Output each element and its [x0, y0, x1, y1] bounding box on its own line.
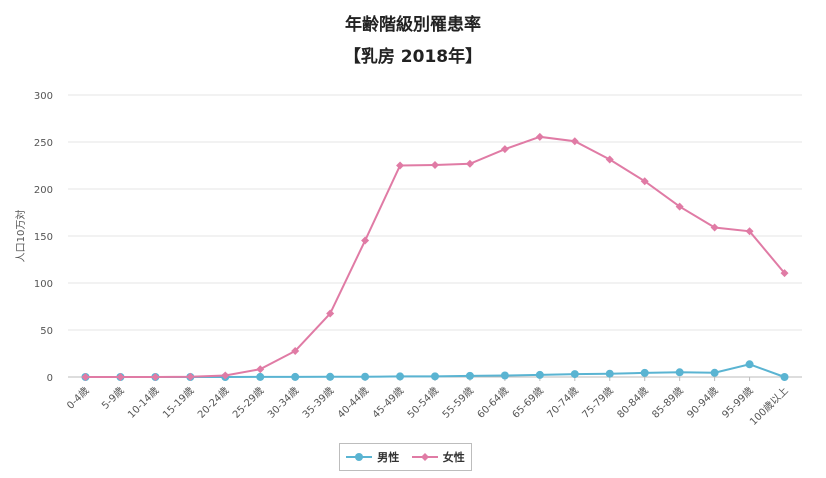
data-point-male[interactable]	[326, 372, 335, 381]
y-axis-label: 人口10万対	[14, 210, 27, 263]
data-point-male[interactable]	[675, 368, 684, 377]
chart-subtitle: 【乳房 2018年】	[343, 47, 483, 67]
y-tick-label: 0	[47, 373, 53, 384]
data-point-female[interactable]	[81, 373, 90, 381]
y-tick-label: 100	[34, 279, 53, 290]
y-tick-label: 300	[34, 91, 53, 102]
data-point-male[interactable]	[745, 360, 754, 369]
series-layer	[81, 132, 789, 381]
x-tick-labels: 0-4歳 5-9歳 10-14歳 15-19歳 20-24歳 25-29歳 30-34歳 35…	[64, 377, 791, 428]
data-point-female[interactable]	[361, 236, 370, 245]
data-point-female[interactable]	[326, 309, 335, 318]
x-tick-label: 85-89歳	[650, 385, 686, 421]
data-point-male[interactable]	[640, 368, 649, 377]
x-tick-label: 20-24歳	[195, 385, 231, 421]
data-point-female[interactable]	[291, 346, 300, 355]
data-point-male[interactable]	[535, 370, 544, 379]
y-tick-label: 50	[40, 326, 53, 337]
legend-item-male[interactable]: 男性	[346, 449, 399, 465]
gridlines	[68, 94, 802, 378]
data-point-female[interactable]	[186, 372, 195, 381]
x-tick-label: 40-44歳	[335, 385, 371, 421]
data-point-female[interactable]	[116, 373, 125, 381]
y-tick-label: 250	[34, 138, 53, 149]
x-tick-label: 45-49歳	[370, 385, 406, 421]
x-tick-label: 15-19歳	[160, 385, 196, 421]
data-point-female[interactable]	[570, 137, 579, 146]
x-tick-label: 5-9歳	[99, 385, 126, 412]
x-tick-label: 55-59歳	[440, 385, 476, 421]
data-point-female[interactable]	[396, 161, 405, 170]
data-point-female[interactable]	[745, 227, 754, 236]
chart-title: 年齢階級別罹患率	[345, 15, 481, 35]
data-point-male[interactable]	[256, 372, 265, 381]
x-tick-label: 65-69歳	[510, 385, 546, 421]
x-tick-label: 60-64歳	[475, 385, 511, 421]
y-tick-label: 200	[34, 185, 53, 196]
data-point-male[interactable]	[291, 372, 300, 381]
data-point-female[interactable]	[780, 269, 789, 278]
data-point-male[interactable]	[465, 371, 474, 380]
x-tick-label: 100歳以上	[747, 385, 790, 428]
data-point-male[interactable]	[396, 372, 405, 381]
data-point-female[interactable]	[465, 159, 474, 168]
data-point-female[interactable]	[605, 155, 614, 164]
legend-male-label: 男性	[377, 451, 400, 464]
data-point-male[interactable]	[780, 373, 789, 381]
x-tick-label: 25-29歳	[230, 385, 266, 421]
x-tick-label: 90-94歳	[685, 385, 721, 421]
x-tick-label: 50-54歳	[405, 385, 441, 421]
data-point-male[interactable]	[710, 368, 719, 377]
data-point-female[interactable]	[640, 177, 649, 186]
legend-item-female[interactable]: 女性	[411, 449, 465, 465]
data-point-male[interactable]	[361, 372, 370, 381]
x-tick-label: 75-79歳	[580, 385, 616, 421]
legend-male-marker	[346, 453, 373, 461]
x-tick-label: 30-34歳	[265, 385, 301, 421]
legend: 男性 女性	[339, 443, 472, 471]
x-tick-label: 35-39歳	[300, 385, 336, 421]
x-tick-label: 95-99歳	[720, 385, 756, 421]
x-tick-label: 0-4歳	[64, 385, 91, 412]
legend-female-label: 女性	[442, 451, 465, 464]
data-point-female[interactable]	[535, 132, 544, 141]
data-point-male[interactable]	[500, 371, 509, 380]
legend-female-marker	[411, 453, 438, 461]
data-point-male[interactable]	[431, 372, 439, 381]
y-tick-labels: 0 50 100 150 200 250 300	[34, 91, 53, 384]
data-point-male[interactable]	[605, 369, 614, 378]
series-line-female	[85, 135, 786, 378]
data-point-female[interactable]	[431, 161, 439, 170]
data-point-female[interactable]	[500, 145, 509, 154]
data-point-female[interactable]	[221, 371, 230, 380]
data-point-male[interactable]	[570, 370, 579, 379]
x-tick-label: 70-74歳	[545, 385, 581, 421]
y-tick-label: 150	[34, 232, 53, 243]
x-tick-label: 80-84歳	[615, 385, 651, 421]
data-point-female[interactable]	[710, 223, 719, 232]
data-point-female[interactable]	[675, 202, 684, 211]
data-point-female[interactable]	[256, 365, 265, 374]
data-point-female[interactable]	[151, 373, 160, 381]
x-tick-label: 10-14歳	[125, 385, 161, 421]
